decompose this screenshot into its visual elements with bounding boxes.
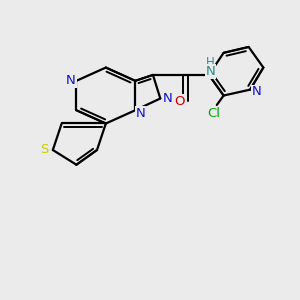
Text: Cl: Cl	[207, 107, 220, 120]
Text: O: O	[174, 95, 185, 108]
Text: N: N	[66, 74, 76, 87]
Text: N: N	[206, 65, 215, 78]
Text: N: N	[252, 85, 262, 98]
Text: N: N	[136, 107, 146, 120]
Text: S: S	[40, 143, 49, 157]
Text: N: N	[163, 92, 172, 105]
Text: H: H	[206, 56, 215, 69]
